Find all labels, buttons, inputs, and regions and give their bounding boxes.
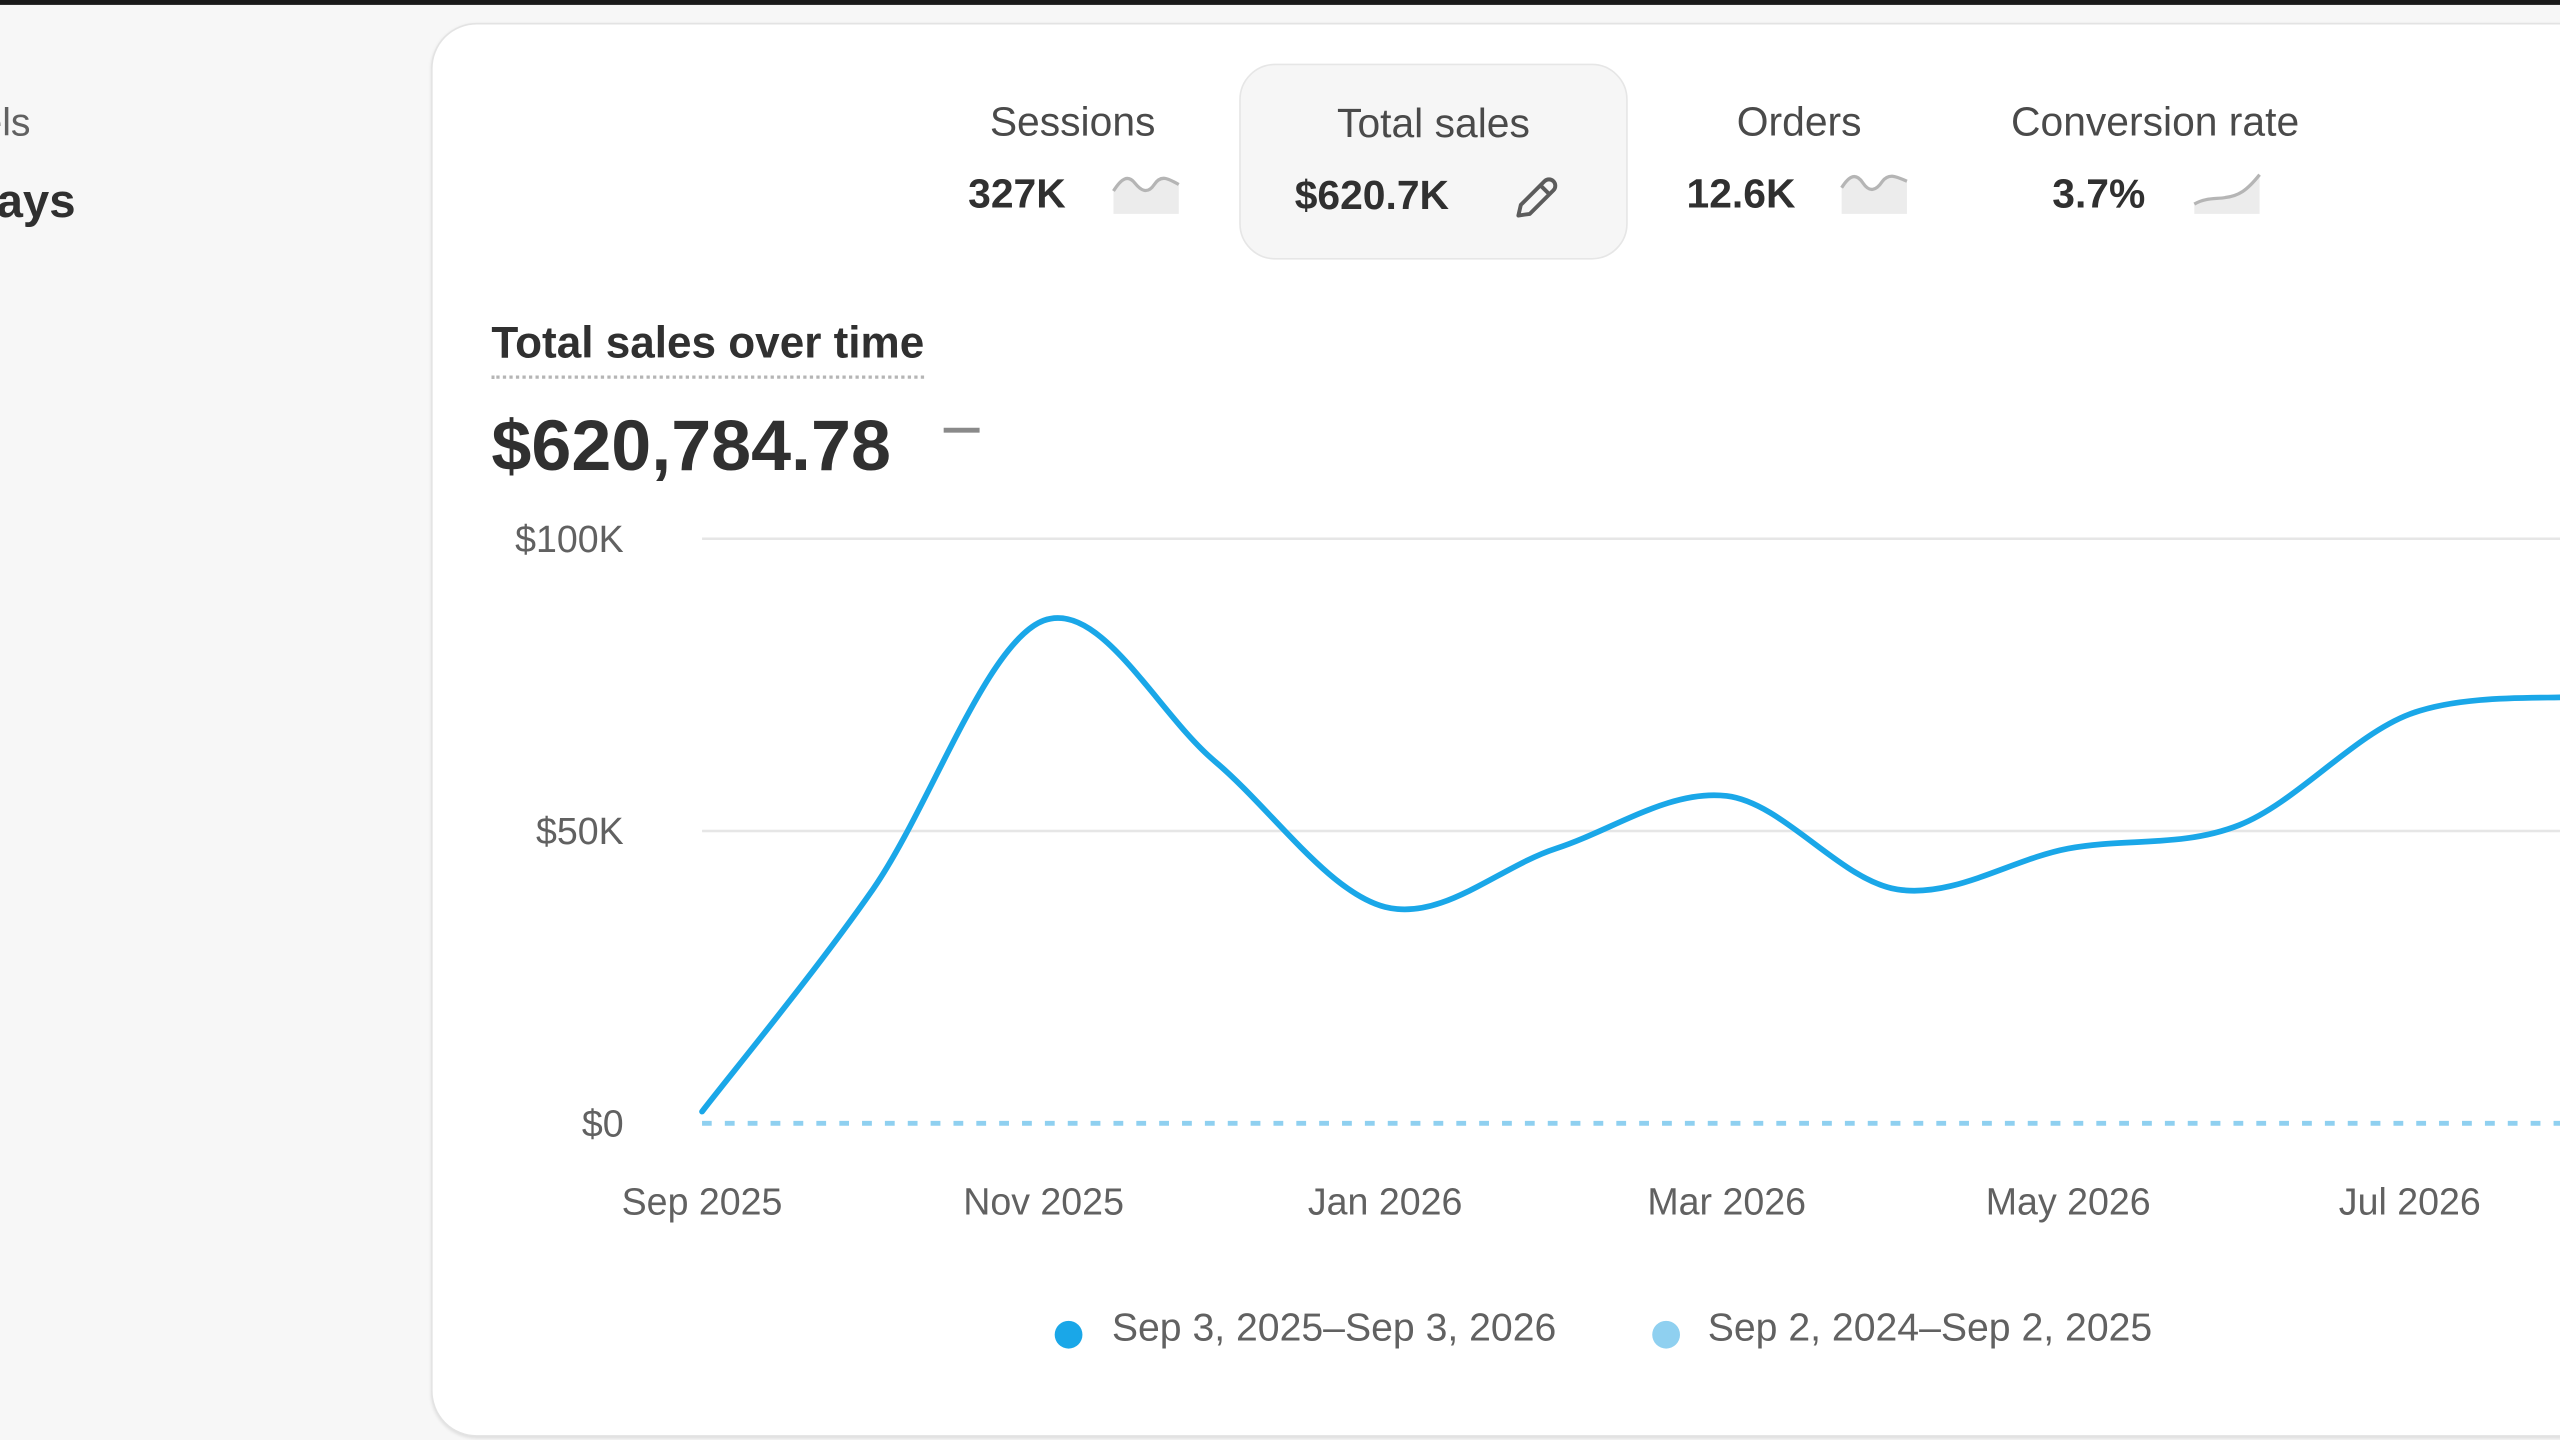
x-tick-label: Mar 2026 bbox=[1647, 1181, 1806, 1223]
metric-sessions-label: Sessions bbox=[989, 99, 1156, 146]
left-panel-label: els bbox=[0, 101, 31, 146]
sessions-sparkline-icon bbox=[1112, 176, 1180, 214]
series-line-current bbox=[699, 615, 2560, 1115]
total-sales-amount: $620,784.78 bbox=[491, 406, 891, 487]
y-tick-label: $0 bbox=[582, 1102, 624, 1144]
data-point[interactable] bbox=[1205, 751, 1225, 771]
metric-orders[interactable]: Orders 12.6K bbox=[1654, 64, 1945, 257]
pencil-icon[interactable] bbox=[1512, 173, 1561, 222]
left-panel-date-range[interactable]: 0 days bbox=[0, 176, 76, 229]
y-tick-label: $100K bbox=[515, 518, 624, 560]
left-panel: els 0 days bbox=[0, 0, 408, 1440]
orders-sparkline-icon bbox=[1840, 174, 1908, 214]
data-point[interactable] bbox=[1375, 897, 1395, 917]
metric-sessions-value: 327K bbox=[968, 171, 1066, 218]
metric-orders-value: 12.6K bbox=[1686, 171, 1796, 218]
comparison-placeholder bbox=[943, 427, 980, 433]
metric-total-sales-value: $620.7K bbox=[1294, 173, 1450, 219]
data-point[interactable] bbox=[2229, 815, 2249, 835]
legend-current-dot bbox=[1054, 1320, 1083, 1349]
data-point[interactable] bbox=[1717, 786, 1737, 806]
data-point[interactable] bbox=[2400, 704, 2420, 724]
metric-conversion-rate-value: 3.7% bbox=[2052, 171, 2146, 218]
x-tick-label: Jan 2026 bbox=[1308, 1181, 1463, 1223]
x-tick-label: Sep 2025 bbox=[622, 1181, 783, 1223]
x-tick-label: Nov 2025 bbox=[963, 1181, 1124, 1223]
x-tick-label: Jul 2026 bbox=[2339, 1181, 2481, 1223]
legend-current-period[interactable]: Sep 3, 2025–Sep 3, 2026 bbox=[1111, 1306, 1557, 1351]
metric-conversion-rate[interactable]: Conversion rate 3.7% bbox=[1974, 64, 2336, 257]
legend-previous-period[interactable]: Sep 2, 2024–Sep 2, 2025 bbox=[1707, 1306, 2153, 1351]
data-point[interactable] bbox=[1888, 880, 1908, 900]
data-point[interactable] bbox=[2058, 839, 2078, 859]
data-point[interactable] bbox=[692, 1102, 712, 1122]
sales-card: Sessions 327K Total sales $620.7K Orders… bbox=[431, 22, 2560, 1437]
data-point[interactable] bbox=[863, 880, 883, 900]
conversion-sparkline-icon bbox=[2193, 173, 2261, 214]
legend-previous-dot bbox=[1652, 1320, 1680, 1349]
top-border bbox=[0, 0, 2560, 5]
metric-total-sales[interactable]: Total sales $620.7K bbox=[1239, 63, 1628, 260]
x-tick-label: May 2026 bbox=[1986, 1181, 2151, 1223]
y-tick-label: $50K bbox=[536, 810, 624, 852]
metric-conversion-rate-label: Conversion rate bbox=[2011, 99, 2300, 146]
data-point[interactable] bbox=[1546, 839, 1566, 859]
data-point[interactable] bbox=[1034, 611, 1054, 631]
metric-total-sales-label: Total sales bbox=[1337, 101, 1530, 147]
metric-sessions[interactable]: Sessions 327K bbox=[919, 64, 1226, 257]
chart-title: Total sales over time bbox=[491, 318, 925, 379]
metric-orders-label: Orders bbox=[1736, 99, 1862, 146]
chart-title-link[interactable]: Total sales over time bbox=[491, 318, 925, 379]
